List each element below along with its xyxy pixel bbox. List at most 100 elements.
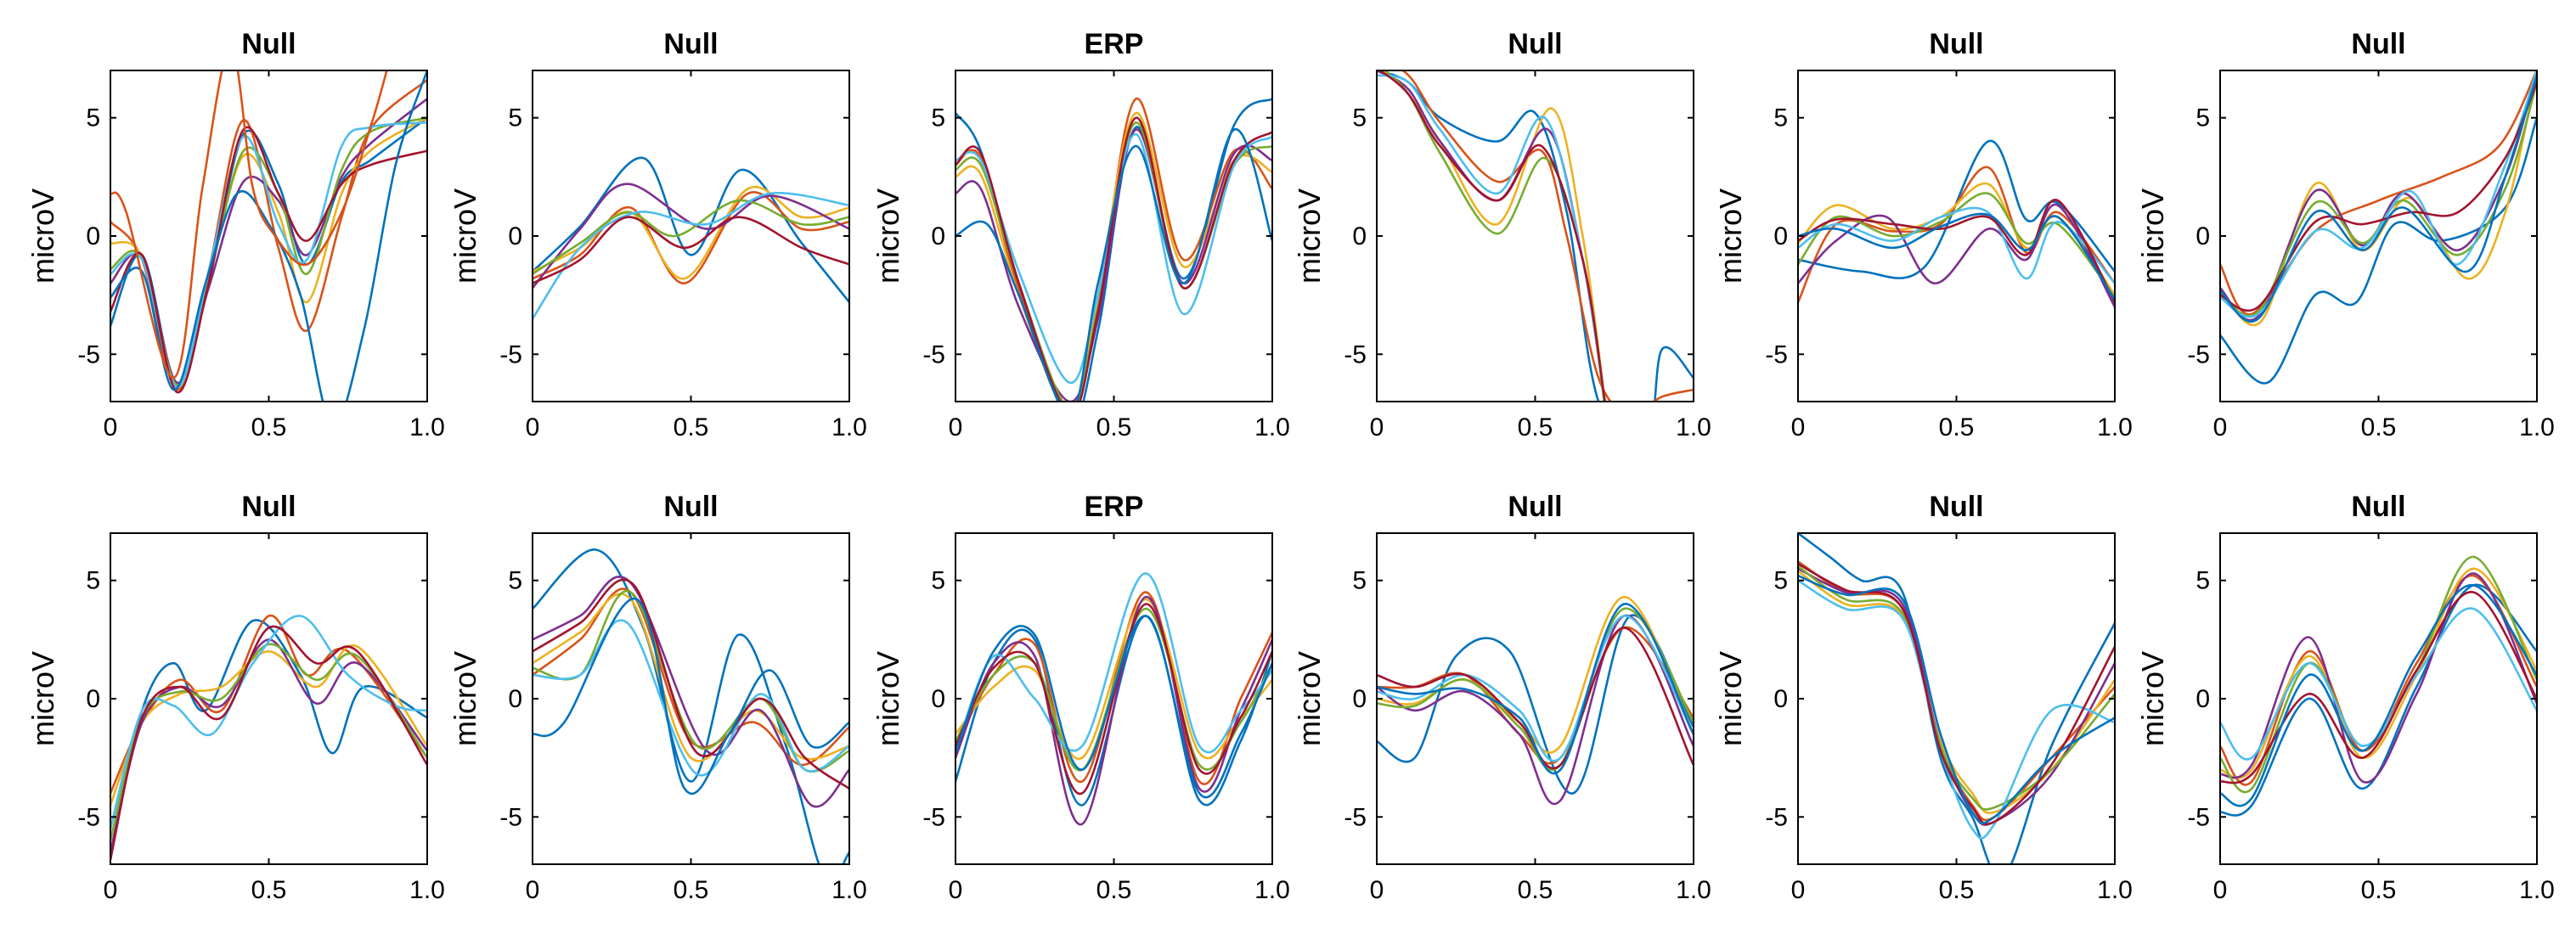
y-tick-label: 5 [1773, 104, 1788, 132]
y-axis-label: microV [1713, 651, 1748, 746]
trace-line [110, 126, 427, 394]
y-tick-label: 0 [1352, 222, 1367, 250]
trace-line [1798, 206, 2115, 284]
y-axis-label: microV [448, 651, 482, 746]
y-tick-label: 5 [1773, 567, 1788, 595]
x-tick-label: 0 [526, 413, 540, 441]
y-tick-label: 0 [931, 685, 945, 713]
subplot-title: Null [1508, 28, 1562, 60]
y-tick-label: -5 [922, 340, 945, 368]
x-tick-label: 0.5 [251, 876, 287, 904]
subplot-title: Null [663, 491, 718, 523]
trace-line [1377, 70, 1694, 402]
x-tick-label: 0.5 [674, 413, 709, 441]
y-tick-label: 5 [2196, 567, 2210, 595]
trace-line [533, 185, 849, 280]
trace-line [2220, 74, 2537, 323]
trace-group [110, 70, 427, 402]
x-tick-label: 0 [1791, 876, 1806, 904]
subplot: ERP microV 5 0 -5 0 0.5 1.0 [871, 491, 1290, 904]
x-tick-label: 1.0 [1254, 413, 1290, 441]
y-axis-label: microV [1713, 188, 1748, 284]
y-tick-label: 0 [2196, 222, 2210, 250]
y-tick-label: -5 [922, 803, 945, 831]
y-tick-label: -5 [2187, 803, 2210, 831]
trace-line [110, 70, 388, 379]
y-tick-label: 0 [931, 222, 945, 250]
subplot: Null microV 5 0 -5 0 0.5 1.0 [25, 28, 445, 441]
trace-line [1798, 579, 2115, 840]
trace-group [110, 615, 427, 861]
trace-line [2220, 583, 2537, 807]
trace-line [1377, 595, 1694, 754]
trace-line [1798, 192, 2115, 299]
subplot-title: Null [2351, 28, 2405, 60]
trace-line [533, 156, 849, 304]
y-tick-label: 0 [1773, 222, 1788, 250]
trace-line [2220, 70, 2537, 316]
x-tick-label: 1.0 [2519, 876, 2555, 904]
subplot: Null microV 5 0 -5 0 0.5 1.0 [1292, 28, 1711, 441]
subplot-title: Null [241, 491, 296, 523]
y-tick-label: 5 [1352, 567, 1367, 595]
trace-line [2220, 572, 2537, 784]
trace-line [1798, 562, 2115, 826]
subplot-title: Null [1929, 28, 1983, 60]
subplot: Null microV 5 0 -5 0 0.5 1.0 [1292, 491, 1711, 904]
trace-line [955, 132, 1272, 385]
y-tick-label: 5 [508, 567, 522, 595]
y-tick-label: 5 [2196, 104, 2210, 132]
y-tick-label: 5 [86, 104, 100, 132]
trace-line [2220, 116, 2537, 385]
trace-line [2220, 583, 2537, 817]
trace-line [110, 619, 427, 861]
x-tick-label: 0 [949, 413, 963, 441]
trace-group [955, 572, 1272, 825]
y-axis-label: microV [2135, 651, 2170, 746]
x-tick-label: 1.0 [2519, 413, 2555, 441]
x-tick-label: 0 [104, 876, 118, 904]
trace-line [2220, 81, 2537, 318]
subplot: ERP microV 5 0 -5 0 0.5 1.0 [871, 28, 1290, 441]
trace-group [533, 548, 849, 864]
trace-line [1401, 70, 1694, 402]
trace-line [1378, 70, 1606, 402]
x-tick-label: 1.0 [2097, 413, 2133, 441]
subplot: Null microV 5 0 -5 0 0.5 1.0 [448, 28, 867, 441]
subplot-title: Null [663, 28, 718, 60]
y-tick-label: -5 [1344, 340, 1367, 368]
trace-line [110, 625, 427, 861]
x-tick-label: 0.5 [674, 876, 709, 904]
axes-box [532, 532, 850, 865]
subplot: Null microV 5 0 -5 0 0.5 1.0 [1713, 491, 2133, 904]
trace-line [1798, 212, 2115, 301]
x-tick-label: 1.0 [409, 413, 445, 441]
trace-line [533, 216, 849, 284]
trace-line [1798, 533, 2115, 864]
trace-line [533, 576, 849, 808]
trace-line [2220, 607, 2537, 761]
trace-line [533, 192, 849, 320]
y-axis-label: microV [1292, 188, 1327, 284]
axes-box [2219, 532, 2538, 865]
x-tick-label: 0 [2213, 413, 2228, 441]
y-tick-label: 5 [931, 567, 945, 595]
trace-line [2220, 567, 2537, 779]
y-tick-label: 5 [1352, 104, 1367, 132]
trace-line [533, 597, 849, 795]
x-tick-label: 0.5 [1096, 413, 1132, 441]
subplot: Null microV 5 0 -5 0 0.5 1.0 [1713, 28, 2133, 441]
trace-line [955, 615, 1272, 799]
x-tick-label: 0.5 [1518, 876, 1553, 904]
x-tick-label: 1.0 [2097, 876, 2133, 904]
trace-line [1798, 139, 2115, 279]
trace-line [1377, 603, 1694, 775]
trace-line [955, 128, 1272, 402]
y-axis-label: microV [871, 651, 905, 746]
trace-line [2220, 81, 2537, 312]
y-tick-label: -5 [1765, 340, 1788, 368]
trace-line [955, 111, 1272, 402]
x-tick-label: 0 [526, 876, 540, 904]
trace-line [533, 191, 849, 284]
trace-line [955, 595, 1272, 825]
